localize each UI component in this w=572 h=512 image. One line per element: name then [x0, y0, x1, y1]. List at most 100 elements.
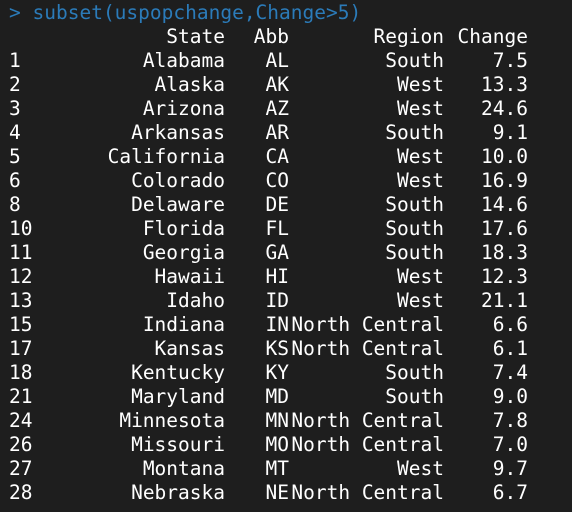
- cell-change: 6.7: [492, 481, 528, 504]
- cell-abb: GA: [265, 241, 289, 264]
- cell-abb: IN: [265, 313, 289, 336]
- table-row: 21 Maryland MD South 9.0: [9, 385, 528, 409]
- cell-change: 9.0: [492, 385, 528, 408]
- table-row: 3 Arizona AZ West 24.6: [9, 97, 528, 121]
- cell-region: West: [397, 169, 444, 192]
- console-command: subset(uspopchange,Change>5): [32, 1, 362, 24]
- cell-change: 10.0: [481, 145, 528, 168]
- cell-change: 7.4: [492, 361, 528, 384]
- table-row: 5 California CA West 10.0: [9, 145, 528, 169]
- row-index: 15: [9, 313, 33, 336]
- row-index: 11: [9, 241, 33, 264]
- cell-region: West: [397, 145, 444, 168]
- cell-region: North Central: [291, 409, 444, 432]
- cell-region: South: [385, 385, 444, 408]
- cell-change: 7.5: [492, 49, 528, 72]
- row-index: 8: [9, 193, 21, 216]
- column-header-change: Change: [457, 25, 528, 48]
- table-header: State Abb Region Change: [9, 25, 528, 49]
- table-row: 4 Arkansas AR South 9.1: [9, 121, 528, 145]
- cell-abb: NE: [265, 481, 289, 504]
- row-index: 13: [9, 289, 33, 312]
- cell-region: North Central: [291, 337, 444, 360]
- row-index: 3: [9, 97, 21, 120]
- cell-region: West: [397, 73, 444, 96]
- table-row: 2 Alaska AK West 13.3: [9, 73, 528, 97]
- cell-change: 6.1: [492, 337, 528, 360]
- cell-state: Maryland: [131, 385, 225, 408]
- cell-state: Alabama: [142, 49, 225, 72]
- column-header-region: Region: [373, 25, 444, 48]
- cell-change: 6.6: [492, 313, 528, 336]
- cell-state: Arizona: [142, 97, 225, 120]
- cell-region: West: [397, 97, 444, 120]
- table-row: 10 Florida FL South 17.6: [9, 217, 528, 241]
- row-index: 12: [9, 265, 33, 288]
- cell-abb: KS: [265, 337, 289, 360]
- row-index: 2: [9, 73, 21, 96]
- cell-state: Nebraska: [131, 481, 225, 504]
- cell-state: Missouri: [131, 433, 225, 456]
- cell-abb: FL: [265, 217, 289, 240]
- cell-change: 16.9: [481, 169, 528, 192]
- cell-region: West: [397, 457, 444, 480]
- column-header-state: State: [166, 25, 225, 48]
- cell-abb: AR: [265, 121, 289, 144]
- cell-change: 18.3: [481, 241, 528, 264]
- cell-abb: MO: [265, 433, 289, 456]
- cell-change: 13.3: [481, 73, 528, 96]
- table-row: 11 Georgia GA South 18.3: [9, 241, 528, 265]
- table-row: 15 Indiana IN North Central 6.6: [9, 313, 528, 337]
- cell-state: Minnesota: [119, 409, 225, 432]
- row-index: 4: [9, 121, 21, 144]
- cell-region: South: [385, 217, 444, 240]
- cell-change: 9.1: [492, 121, 528, 144]
- cell-abb: MD: [265, 385, 289, 408]
- cell-change: 7.0: [492, 433, 528, 456]
- cell-change: 7.8: [492, 409, 528, 432]
- prompt-symbol: >: [9, 1, 21, 24]
- row-index: 6: [9, 169, 21, 192]
- cell-region: South: [385, 121, 444, 144]
- table-row: 6 Colorado CO West 16.9: [9, 169, 528, 193]
- cell-abb: ID: [265, 289, 289, 312]
- cell-state: Kentucky: [131, 361, 225, 384]
- cell-state: Montana: [142, 457, 225, 480]
- cell-region: South: [385, 193, 444, 216]
- cell-change: 14.6: [481, 193, 528, 216]
- cell-change: 9.7: [492, 457, 528, 480]
- table-row: 24 Minnesota MN North Central 7.8: [9, 409, 528, 433]
- cell-abb: MN: [265, 409, 289, 432]
- row-index: 21: [9, 385, 33, 408]
- cell-region: North Central: [291, 433, 444, 456]
- cell-abb: CA: [265, 145, 289, 168]
- table-row: 8 Delaware DE South 14.6: [9, 193, 528, 217]
- cell-change: 24.6: [481, 97, 528, 120]
- cell-abb: AZ: [265, 97, 289, 120]
- cell-state: Kansas: [154, 337, 225, 360]
- console-command-line[interactable]: > subset(uspopchange,Change>5): [9, 1, 361, 25]
- row-index: 27: [9, 457, 33, 480]
- cell-change: 12.3: [481, 265, 528, 288]
- cell-abb: MT: [265, 457, 289, 480]
- cell-abb: CO: [265, 169, 289, 192]
- cell-change: 21.1: [481, 289, 528, 312]
- cell-state: Delaware: [131, 193, 225, 216]
- table-row: 17 Kansas KS North Central 6.1: [9, 337, 528, 361]
- cell-abb: AL: [265, 49, 289, 72]
- cell-state: Indiana: [142, 313, 225, 336]
- row-index: 1: [9, 49, 21, 72]
- cell-state: Hawaii: [154, 265, 225, 288]
- cell-state: Idaho: [166, 289, 225, 312]
- cell-state: Georgia: [142, 241, 225, 264]
- cell-state: Colorado: [131, 169, 225, 192]
- cell-region: South: [385, 49, 444, 72]
- row-index: 10: [9, 217, 33, 240]
- cell-state: Alaska: [154, 73, 225, 96]
- cell-state: Arkansas: [131, 121, 225, 144]
- row-index: 5: [9, 145, 21, 168]
- cell-region: South: [385, 241, 444, 264]
- table-row: 26 Missouri MO North Central 7.0: [9, 433, 528, 457]
- row-index: 26: [9, 433, 33, 456]
- cell-state: California: [107, 145, 225, 168]
